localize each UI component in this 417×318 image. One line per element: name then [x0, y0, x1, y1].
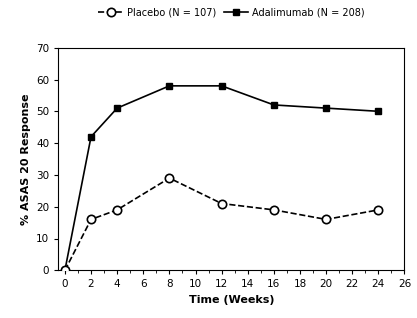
Y-axis label: % ASAS 20 Response: % ASAS 20 Response — [21, 93, 31, 225]
X-axis label: Time (Weeks): Time (Weeks) — [188, 295, 274, 305]
Legend: Placebo (N = 107), Adalimumab (N = 208): Placebo (N = 107), Adalimumab (N = 208) — [95, 3, 368, 21]
